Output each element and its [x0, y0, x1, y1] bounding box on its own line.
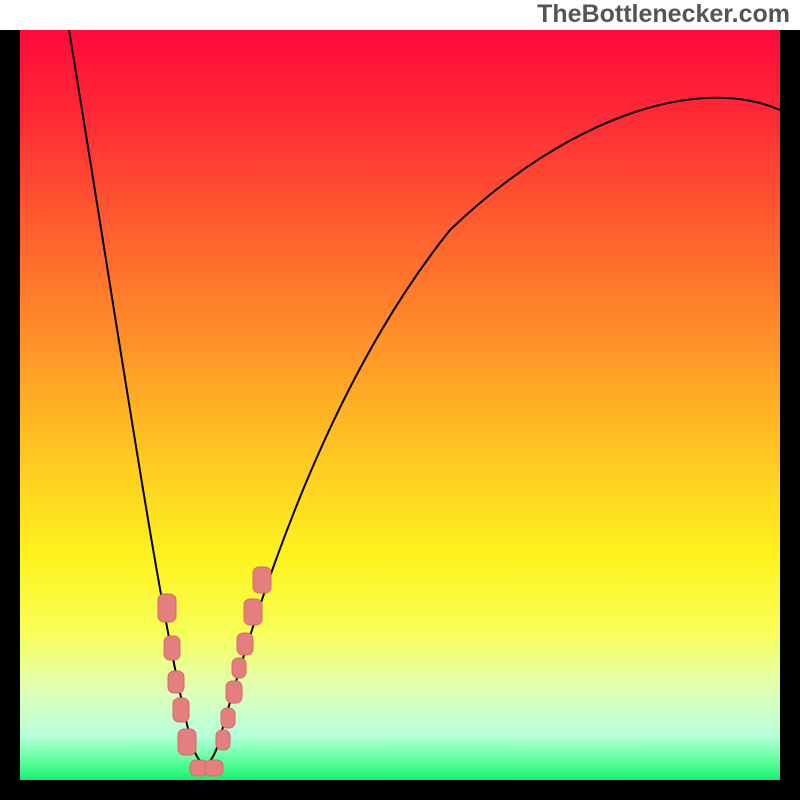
curve-marker — [205, 760, 223, 776]
curve-marker — [216, 730, 230, 750]
curve-marker — [253, 567, 271, 593]
curve-marker — [221, 708, 235, 728]
curve-marker — [173, 698, 189, 722]
curve-marker — [232, 658, 246, 678]
curve-marker — [164, 636, 180, 660]
curve-marker — [158, 594, 176, 622]
chart-root: TheBottlenecker.com — [0, 0, 800, 800]
chart-svg — [0, 0, 800, 800]
curve-marker — [237, 633, 253, 655]
curve-marker — [178, 729, 196, 755]
curve-marker — [244, 599, 262, 625]
watermark-text: TheBottlenecker.com — [537, 0, 790, 29]
gradient-background — [20, 30, 780, 780]
curve-marker — [168, 671, 184, 693]
curve-marker — [226, 681, 242, 703]
